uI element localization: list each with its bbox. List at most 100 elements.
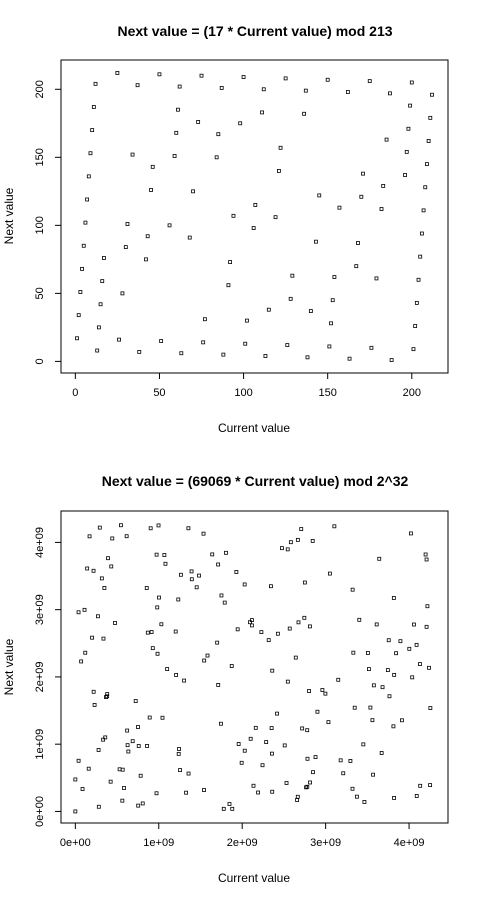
data-point xyxy=(347,356,352,361)
data-point xyxy=(406,126,411,131)
data-point xyxy=(136,725,140,729)
data-point xyxy=(308,780,312,785)
data-point xyxy=(273,215,278,220)
data-point xyxy=(384,137,389,142)
data-point xyxy=(302,111,307,116)
data-point xyxy=(323,691,328,696)
data-point xyxy=(113,621,117,625)
data-point xyxy=(425,162,429,167)
data-point xyxy=(379,207,384,211)
data-point xyxy=(411,347,416,352)
data-point xyxy=(144,257,148,262)
data-point xyxy=(157,595,161,600)
data-point xyxy=(215,640,220,645)
data-point xyxy=(81,243,86,248)
data-point xyxy=(95,614,100,619)
data-point xyxy=(285,679,290,684)
data-point xyxy=(305,728,310,733)
data-point xyxy=(174,673,178,677)
chart-1: Next value = (17 * Current value) mod 21… xyxy=(2,23,449,435)
x-tick-label: 4e+09 xyxy=(394,837,425,849)
chart-2-plot-frame xyxy=(60,510,449,824)
data-point xyxy=(179,351,184,356)
data-point xyxy=(250,618,254,622)
data-point xyxy=(172,154,177,158)
data-point xyxy=(147,715,152,720)
data-point xyxy=(394,651,399,656)
y-tick-label: 0 xyxy=(34,358,46,364)
x-tick-label: 150 xyxy=(319,387,337,399)
data-point xyxy=(253,203,258,207)
chart-2-x-axis: 0e+00 1e+09 2e+09 3e+09 4e+09 xyxy=(60,822,425,849)
data-point xyxy=(91,568,96,573)
data-point xyxy=(221,352,226,357)
chart-1-y-axis: 0 50 100 150 200 xyxy=(34,80,62,364)
data-point xyxy=(102,586,107,590)
data-point xyxy=(351,650,356,655)
y-tick-label: 0e+00 xyxy=(34,796,46,827)
data-point xyxy=(305,784,310,789)
data-point xyxy=(133,699,138,703)
data-point xyxy=(99,576,104,581)
data-point xyxy=(308,309,313,313)
data-point xyxy=(300,726,305,731)
data-point xyxy=(367,79,372,84)
data-point xyxy=(145,744,149,748)
data-point xyxy=(205,653,210,658)
data-point xyxy=(75,336,79,341)
data-point xyxy=(85,197,90,202)
data-point xyxy=(177,747,181,751)
data-point xyxy=(371,772,375,777)
data-point xyxy=(138,773,143,778)
data-point xyxy=(348,759,353,763)
data-point xyxy=(80,266,84,271)
data-point xyxy=(219,86,224,90)
data-point xyxy=(176,597,181,602)
data-point xyxy=(178,768,182,772)
data-point xyxy=(310,539,315,543)
data-point xyxy=(427,665,431,670)
data-point xyxy=(201,340,206,345)
data-point xyxy=(325,77,330,82)
data-point xyxy=(269,584,273,589)
data-point xyxy=(362,799,367,804)
data-point xyxy=(120,291,125,296)
data-point xyxy=(79,659,84,664)
data-point xyxy=(288,540,293,545)
x-tick-label: 1e+09 xyxy=(143,837,174,849)
data-point xyxy=(389,358,394,362)
x-tick-label: 50 xyxy=(153,387,165,399)
data-point xyxy=(144,586,149,590)
data-point xyxy=(377,556,382,561)
data-point xyxy=(140,801,145,806)
data-point xyxy=(214,155,219,160)
data-point xyxy=(173,629,178,634)
data-point xyxy=(165,667,170,671)
data-point xyxy=(92,702,97,707)
x-tick-label: 0 xyxy=(72,387,78,399)
data-point xyxy=(278,145,283,150)
data-point xyxy=(320,688,325,692)
data-point xyxy=(365,651,370,655)
data-point xyxy=(288,296,293,301)
data-point xyxy=(249,623,254,628)
data-point xyxy=(260,110,264,115)
data-point xyxy=(239,760,244,765)
data-point xyxy=(245,318,249,323)
data-point xyxy=(317,193,322,198)
data-point xyxy=(82,607,87,612)
data-point xyxy=(177,84,182,89)
data-point xyxy=(226,283,231,288)
data-point xyxy=(327,344,332,349)
data-point xyxy=(425,604,430,609)
data-point xyxy=(97,525,102,530)
data-point xyxy=(248,620,252,625)
data-point xyxy=(385,668,390,672)
data-point xyxy=(327,571,332,576)
data-point xyxy=(416,277,421,282)
data-point xyxy=(96,748,101,752)
data-point xyxy=(222,600,227,605)
data-point xyxy=(123,245,128,250)
data-point xyxy=(137,349,142,354)
